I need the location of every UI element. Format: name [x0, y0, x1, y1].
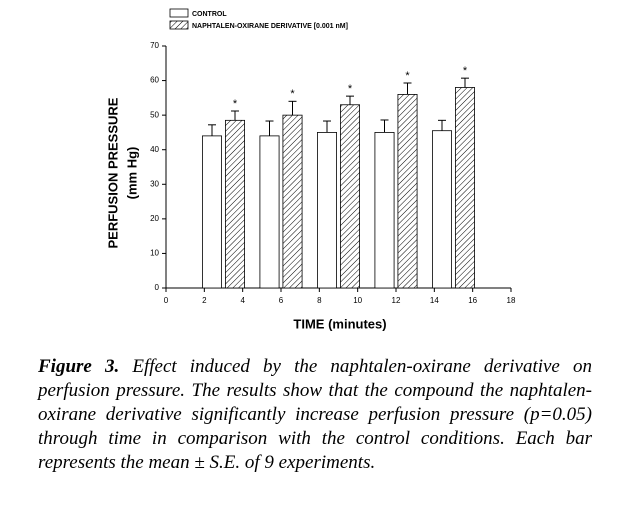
- x-tick-label: 2: [202, 296, 207, 305]
- bar: [374, 132, 395, 289]
- significance-mark: *: [290, 88, 295, 100]
- bar: [282, 114, 303, 289]
- y-tick-label: 40: [150, 145, 159, 154]
- bar: [317, 132, 337, 289]
- y-tick-label: 0: [155, 283, 160, 292]
- caption-label: Figure 3.: [38, 356, 120, 377]
- y-axis-label: PERFUSION PRESSURE: [105, 97, 120, 248]
- y-tick-label: 20: [150, 214, 159, 223]
- x-tick-label: 16: [468, 296, 477, 305]
- x-tick-label: 0: [164, 296, 169, 305]
- bar: [225, 119, 245, 289]
- bar: [259, 135, 280, 289]
- legend-swatch: [169, 8, 189, 18]
- x-tick-label: 18: [507, 296, 516, 305]
- legend-label: NAPHTALEN-OXIRANE DERIVATIVE [0.001 nM]: [192, 23, 348, 30]
- x-tick-label: 14: [430, 296, 439, 305]
- x-axis-label: TIME (minutes): [293, 316, 386, 331]
- y-tick-label: 30: [150, 179, 159, 188]
- significance-mark: *: [463, 65, 468, 77]
- y-tick-label: 70: [150, 41, 159, 50]
- x-tick-label: 10: [353, 296, 362, 305]
- significance-mark: *: [233, 98, 238, 110]
- x-tick-label: 12: [392, 296, 401, 305]
- legend-swatch: [169, 20, 189, 30]
- significance-mark: *: [405, 70, 410, 82]
- bar: [340, 104, 360, 289]
- significance-mark: *: [348, 83, 353, 95]
- caption: Figure 3. Effect induced by the naphtale…: [38, 355, 592, 475]
- y-tick-label: 60: [150, 76, 159, 85]
- y-tick-label: 50: [150, 110, 159, 119]
- bar: [397, 94, 418, 289]
- x-tick-label: 6: [279, 296, 284, 305]
- legend-label: CONTROL: [192, 11, 227, 18]
- bar: [432, 130, 452, 289]
- x-tick-label: 4: [240, 296, 245, 305]
- y-tick-label: 10: [150, 249, 159, 258]
- bar: [455, 87, 475, 289]
- y-axis-label: (mm Hg): [124, 147, 139, 200]
- caption-text: Effect induced by the naphtalen-oxirane …: [38, 356, 592, 473]
- bar: [202, 135, 222, 289]
- chart: TIME (minutes) 0 10 20 30 40 50 60 70 0 2 4 6 8 10 12 1…: [105, 8, 516, 331]
- x-tick-label: 8: [317, 296, 322, 305]
